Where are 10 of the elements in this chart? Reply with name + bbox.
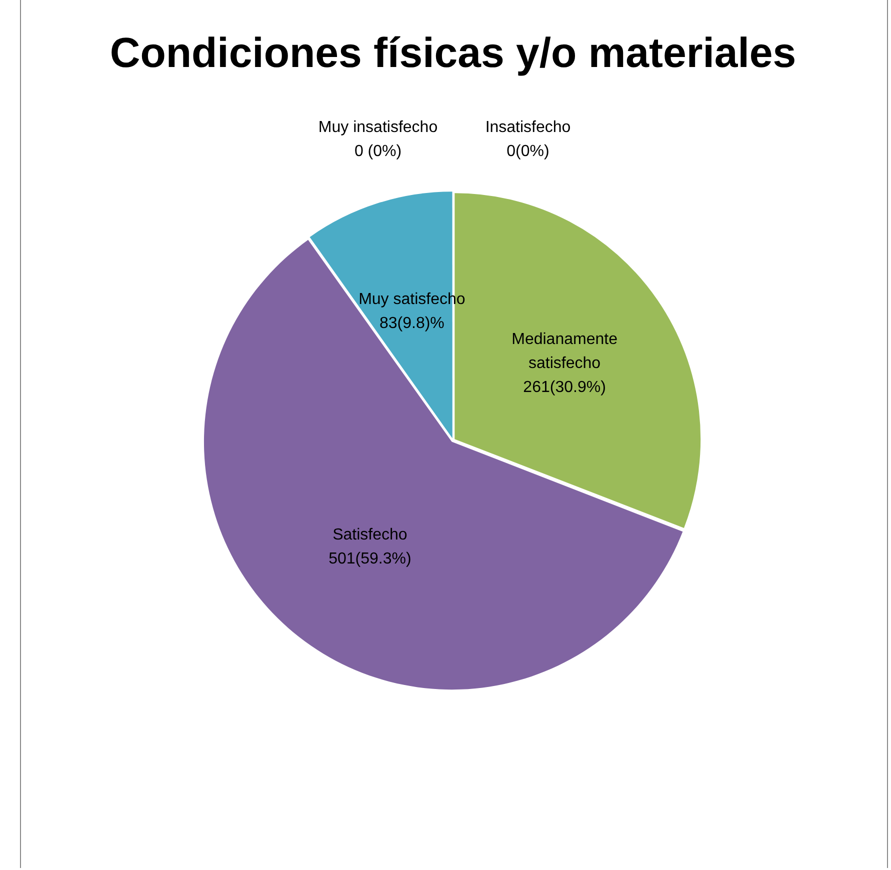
category-label: Insatisfecho [485,118,571,136]
text: 0(0%) [506,142,550,160]
data-label: 83(9.8)% [379,314,444,332]
data-label: 501(59.3%) [328,550,412,568]
text: 0 (0%) [354,142,402,160]
data-label: 261(30.9%) [523,379,606,396]
slice-label: Satisfecho [332,526,408,544]
chart-title: Condiciones físicas y/o materiales [110,28,796,76]
slice-label: Medianamente satisfecho [512,331,618,372]
category-label: Muy insatisfecho [318,118,438,136]
